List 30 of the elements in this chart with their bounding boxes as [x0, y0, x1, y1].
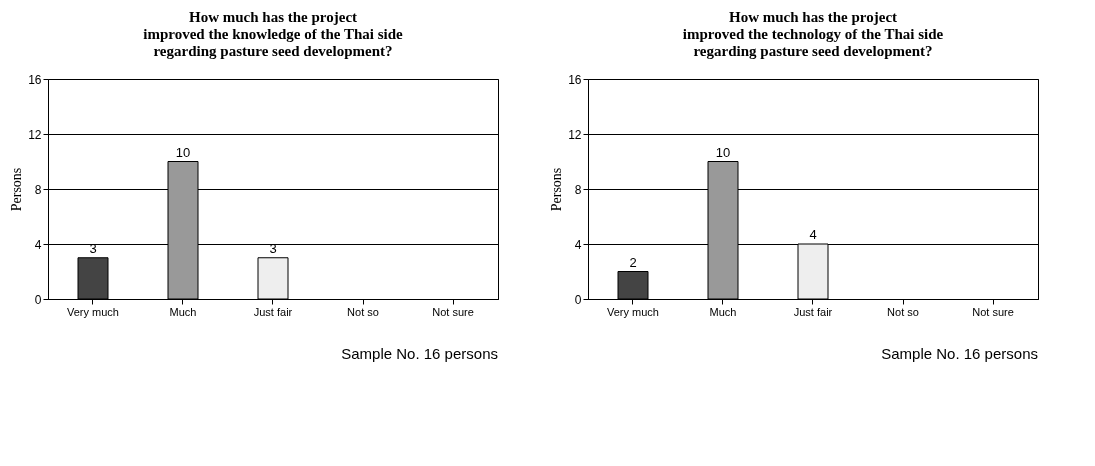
- x-tick-label: Much: [709, 305, 737, 318]
- data-label: 10: [175, 144, 191, 160]
- chart-title: How much has the project improved the technology of the Thai side regarding pasture seed development?: [682, 9, 944, 59]
- x-tick-label: Not so: [347, 305, 379, 318]
- data-label: 2: [629, 254, 637, 270]
- y-tick-label: 4: [574, 237, 582, 252]
- text: Sample No. 16 persons: [341, 345, 498, 362]
- data-label: 10: [715, 144, 731, 160]
- y-tick-label: 4: [34, 237, 42, 252]
- x-tick-label: Not sure: [972, 305, 1014, 318]
- y-tick-label: 8: [574, 182, 582, 197]
- x-tick-label: Very much: [67, 305, 119, 318]
- y-tick-label: 0: [34, 292, 42, 307]
- x-tick-label: Not so: [887, 305, 919, 318]
- y-tick-label: 12: [28, 127, 42, 142]
- x-tick-label: Very much: [607, 305, 659, 318]
- y-tick-label: 8: [34, 182, 42, 197]
- y-tick-label: 16: [568, 72, 582, 87]
- text: Sample No. 16 persons: [881, 345, 1038, 362]
- x-tick-label: Not sure: [432, 305, 474, 318]
- x-tick-label: Just fair: [253, 305, 293, 318]
- x-tick-label: Much: [169, 305, 197, 318]
- y-tick-label: 16: [28, 72, 42, 87]
- y-axis-title: Persons: [549, 167, 565, 212]
- data-label: 4: [809, 227, 817, 242]
- y-tick-label: 0: [574, 292, 582, 307]
- y-axis-title: Persons: [9, 167, 25, 212]
- chart-title: How much has the project improved the knowledge of the Thai side regarding pasture seed development?: [143, 9, 404, 59]
- x-tick-label: Just fair: [793, 305, 833, 318]
- y-tick-label: 12: [568, 127, 582, 142]
